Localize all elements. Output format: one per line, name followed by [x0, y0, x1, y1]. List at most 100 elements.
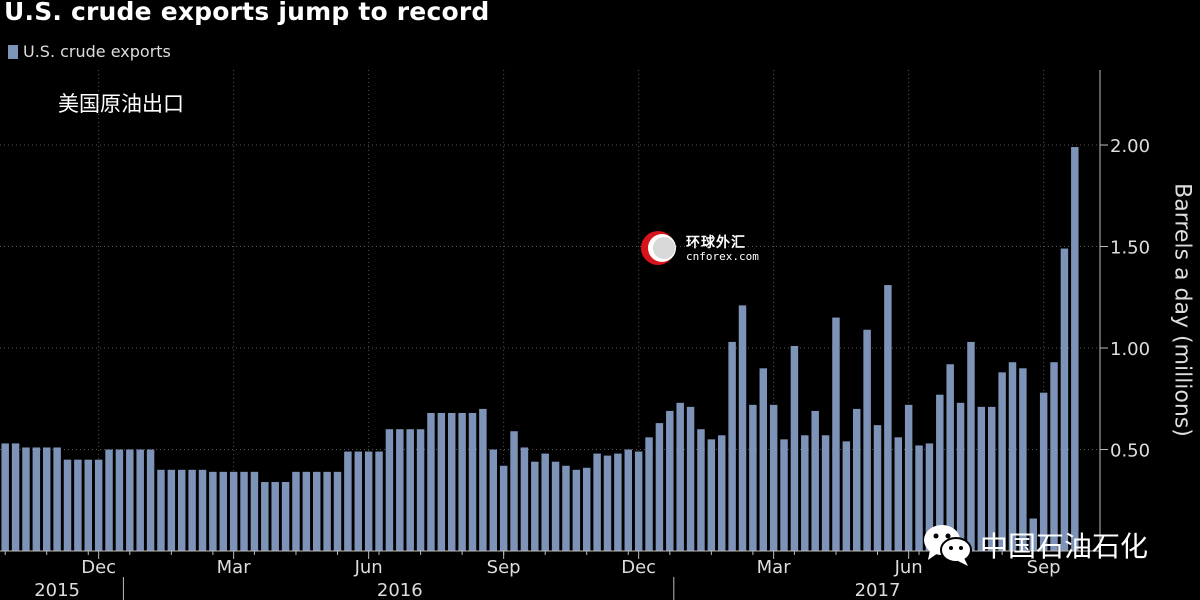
- bar: [157, 469, 165, 551]
- bar: [582, 467, 591, 551]
- bar: [250, 471, 259, 551]
- cnforex-logo: [641, 231, 676, 265]
- bar: [261, 481, 269, 551]
- axis-layer: 0.50 1.00 1.50 2.00 Dec Mar Jun Sep Dec Mar Jun Sep…: [0, 70, 1150, 600]
- bar: [499, 465, 508, 551]
- bar: [904, 404, 913, 551]
- bar: [562, 465, 570, 551]
- bar: [769, 404, 778, 551]
- bar: [94, 459, 103, 551]
- chart-legend: U.S. crude exports: [8, 42, 171, 61]
- bar: [271, 481, 279, 551]
- wechat-icon: [924, 525, 972, 566]
- legend-label: U.S. crude exports: [23, 42, 171, 61]
- bar: [946, 364, 954, 551]
- bar: [593, 453, 601, 551]
- bar: [74, 459, 82, 551]
- year-label: 2015: [34, 580, 80, 600]
- bar: [323, 471, 331, 551]
- bar: [447, 412, 456, 551]
- bar: [520, 447, 529, 551]
- bar: [832, 317, 840, 551]
- bar: [655, 423, 664, 551]
- bar: [1071, 147, 1079, 551]
- bar: [1029, 518, 1038, 551]
- watermark-en-text: cnforex.com: [686, 250, 759, 263]
- bar: [32, 447, 41, 551]
- y-tick-label: 1.00: [1110, 339, 1150, 360]
- bar: [697, 429, 705, 551]
- bar: [146, 449, 155, 551]
- bar: [686, 406, 695, 551]
- bar: [188, 469, 196, 551]
- x-tick-label: Dec: [621, 557, 656, 578]
- bar: [53, 447, 61, 551]
- bar: [229, 471, 238, 551]
- chart-title: U.S. crude exports jump to record: [4, 0, 490, 26]
- legend-swatch: [8, 44, 18, 59]
- bar: [863, 329, 871, 551]
- bar: [894, 437, 903, 551]
- bar: [42, 447, 51, 551]
- y-tick-label: 2.00: [1110, 136, 1150, 157]
- bar: [915, 445, 923, 551]
- bar: [510, 431, 518, 551]
- bar: [167, 469, 176, 551]
- bar: [852, 408, 861, 551]
- bar: [406, 429, 414, 551]
- year-label: 2016: [377, 580, 423, 600]
- x-tick-label: Mar: [757, 557, 792, 578]
- x-tick-label: Sep: [1027, 557, 1061, 578]
- bar: [572, 469, 581, 551]
- y-tick-label: 0.50: [1110, 441, 1150, 462]
- x-tick-label: Dec: [81, 557, 116, 578]
- bar: [1060, 248, 1069, 551]
- bar: [780, 439, 788, 551]
- bar: [1039, 392, 1048, 551]
- bar: [967, 341, 975, 551]
- wechat-text: 中国石油石化: [980, 530, 1149, 563]
- x-tick-label: Jun: [354, 557, 383, 578]
- bar: [63, 459, 72, 551]
- bar: [956, 402, 965, 551]
- bar: [416, 429, 425, 551]
- bar-layer: [1, 147, 1079, 551]
- bar: [385, 429, 394, 551]
- bar: [126, 449, 134, 551]
- bar: [11, 443, 20, 551]
- year-label: 2017: [855, 580, 901, 600]
- bar: [396, 429, 404, 551]
- bar: [281, 481, 290, 551]
- bar: [437, 412, 446, 551]
- bar: [375, 451, 383, 551]
- bar: [749, 404, 757, 551]
- bar: [240, 471, 248, 551]
- bar: [707, 439, 716, 551]
- bar: [541, 453, 549, 551]
- bar: [84, 459, 93, 551]
- bar: [1008, 362, 1017, 551]
- wechat-watermark: 中国石油石化: [922, 522, 1148, 568]
- bar: [925, 443, 934, 551]
- bar: [292, 471, 300, 551]
- bar: [344, 451, 352, 551]
- bar: [634, 451, 643, 551]
- x-tick-label: Sep: [487, 557, 521, 578]
- bar: [333, 471, 342, 551]
- bar: [717, 435, 726, 551]
- grid-layer: [0, 70, 1100, 551]
- bar: [624, 449, 633, 551]
- bar: [977, 406, 986, 551]
- bar: [842, 441, 851, 551]
- x-tick-label: Mar: [217, 557, 252, 578]
- bar: [614, 453, 622, 551]
- bar: [603, 455, 612, 551]
- bar: [198, 469, 207, 551]
- bar: [738, 305, 747, 551]
- bar: [759, 368, 768, 551]
- bar: [302, 471, 311, 551]
- bar: [1, 443, 9, 551]
- bar: [312, 471, 321, 551]
- bar: [645, 437, 653, 551]
